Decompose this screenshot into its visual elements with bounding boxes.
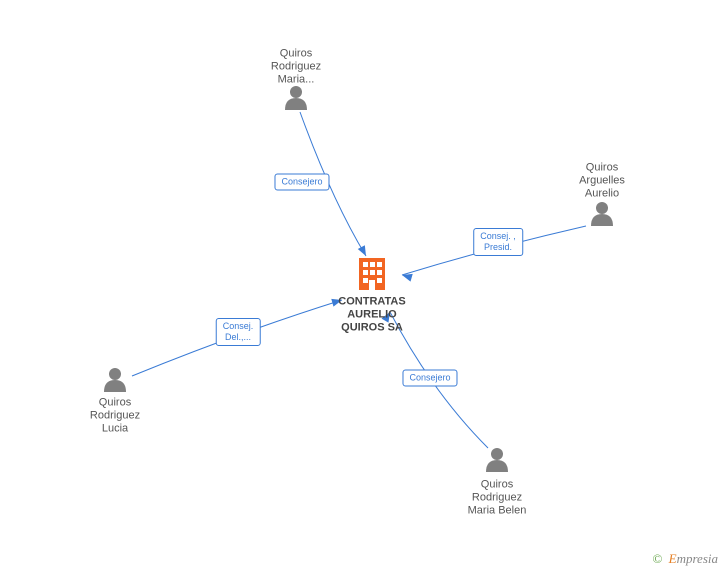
edge-label: Consejero xyxy=(274,174,329,191)
edge-label: Consejero xyxy=(402,370,457,387)
edge-label: Consej. , Presid. xyxy=(473,228,523,256)
copyright-symbol: © xyxy=(653,551,663,566)
person-icon xyxy=(285,86,307,110)
edge-arrow-icon xyxy=(358,245,370,258)
person-label: Quiros Rodriguez Lucia xyxy=(90,397,140,436)
person-icon xyxy=(486,448,508,472)
person-node[interactable]: Quiros Arguelles Aurelio xyxy=(579,160,625,201)
edge-label: Consej. Del.,... xyxy=(216,318,261,346)
person-node[interactable]: Quiros Rodriguez Lucia xyxy=(90,395,140,436)
edges-layer xyxy=(0,0,728,575)
person-label: Quiros Rodriguez Maria Belen xyxy=(468,479,527,518)
person-icon xyxy=(104,368,126,392)
edge-arrow-icon xyxy=(401,271,413,281)
watermark: © Empresia xyxy=(653,551,719,567)
person-node[interactable]: Quiros Rodriguez Maria... xyxy=(271,46,321,87)
company-node[interactable]: CONTRATAS AURELIO QUIROS SA xyxy=(338,294,405,335)
person-node[interactable]: Quiros Rodriguez Maria Belen xyxy=(468,477,527,518)
brand-rest: mpresia xyxy=(677,551,718,566)
person-label: Quiros Arguelles Aurelio xyxy=(579,162,625,201)
company-label: CONTRATAS AURELIO QUIROS SA xyxy=(338,296,405,335)
person-label: Quiros Rodriguez Maria... xyxy=(271,48,321,87)
building-icon xyxy=(359,258,385,290)
network-diagram: Consejero Consej. , Presid. Consejero Conse… xyxy=(0,0,728,575)
person-icon xyxy=(591,202,613,226)
brand-first-letter: E xyxy=(669,551,677,566)
